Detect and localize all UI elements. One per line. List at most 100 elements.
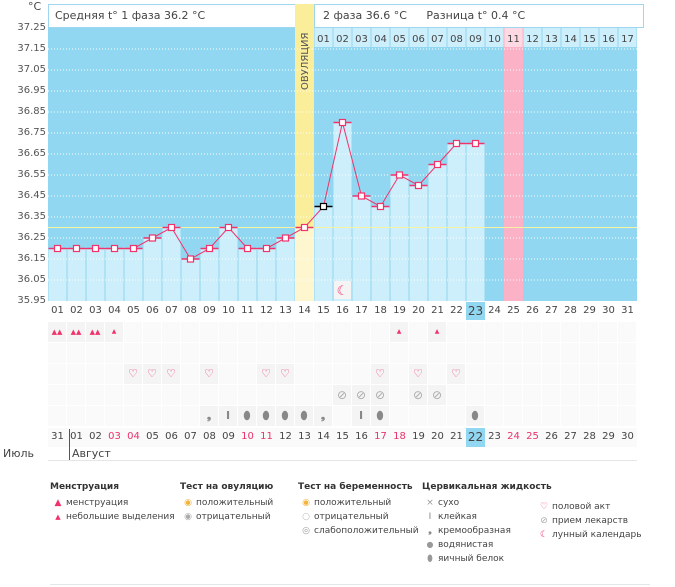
menstruation-cell (352, 322, 370, 342)
menstruation-cell (447, 322, 465, 342)
ovulation-test-cell (86, 343, 104, 363)
egg-white-icon: ⬮ (427, 554, 433, 564)
phase2-day-cell (485, 28, 504, 47)
ovulation-test-cell (295, 343, 313, 363)
calendar-date: 12 (276, 428, 295, 447)
temperature-point (205, 244, 214, 253)
medication-cell (295, 385, 313, 405)
temperature-bar (428, 164, 447, 301)
cycle-day-label: 10 (222, 305, 235, 316)
calendar-date: 25 (523, 428, 542, 447)
temperature-point (433, 160, 442, 169)
cycle-day-label: 15 (317, 305, 330, 316)
phase2-day-label: 06 (412, 34, 425, 45)
egg-icon: ⬮ (238, 406, 256, 426)
menstruation-cell (295, 322, 313, 342)
calendar-date: 07 (181, 428, 200, 447)
medication-cell (219, 385, 237, 405)
y-tick-label: 36.45 (17, 190, 46, 201)
menstruation-cell: ▲ (428, 322, 446, 342)
menstruation-cell (618, 322, 636, 342)
cervical-cell (181, 406, 199, 426)
intercourse-cell (295, 364, 313, 384)
temperature-bar (257, 248, 276, 301)
y-tick-label: 36.25 (17, 232, 46, 243)
intercourse-cell (181, 364, 199, 384)
heart-icon: ♡ (162, 364, 180, 384)
cycle-day-label: 07 (165, 305, 178, 316)
dry-icon: × (426, 498, 434, 508)
intercourse-cell (599, 364, 617, 384)
temperature-point (300, 223, 309, 232)
ovulation-test-cell (390, 343, 408, 363)
cycle-day-label: 08 (184, 305, 197, 316)
calendar-date: 23 (485, 428, 504, 447)
ovulation-test-cell (276, 343, 294, 363)
cervical-cell (428, 406, 446, 426)
month-divider (69, 429, 70, 461)
egg-icon: ⬮ (371, 406, 389, 426)
calendar-date: 16 (352, 428, 371, 447)
phase2-day-label: 17 (621, 34, 634, 45)
moon-cell (334, 281, 351, 299)
cycle-day-label: 28 (564, 305, 577, 316)
medication-cell (143, 385, 161, 405)
ovulation-test-cell (580, 343, 598, 363)
moon-icon: ☾ (337, 284, 349, 299)
phase2-day-cell (504, 28, 523, 47)
cervical-cell (409, 406, 427, 426)
phase2-day-cell (352, 28, 371, 47)
medication-cell (485, 385, 503, 405)
intercourse-cell (523, 364, 541, 384)
y-tick-label: 37.25 (17, 22, 46, 33)
legend-item: прием лекарств (552, 516, 629, 526)
highlight-column (504, 28, 523, 301)
legend-item: небольшие выделения (66, 512, 175, 522)
legend-item: кремообразная (438, 526, 511, 536)
ovulation-label: ОВУЛЯЦИЯ (300, 33, 311, 91)
medication-cell (447, 385, 465, 405)
intercourse-cell (580, 364, 598, 384)
positive-pregnancy-icon: ◉ (302, 498, 310, 508)
cycle-day-label: 31 (621, 305, 634, 316)
cycle-day-label: 30 (602, 305, 615, 316)
intercourse-cell (428, 364, 446, 384)
calendar-date: 17 (371, 428, 390, 447)
legend-item: положительный (196, 498, 274, 508)
phase2-day-label: 14 (564, 34, 577, 45)
heart-icon: ♡ (539, 502, 549, 512)
phase2-day-cell (333, 28, 352, 47)
calendar-date: 26 (542, 428, 561, 447)
menstruation-cell (257, 322, 275, 342)
pill-icon: ⊘ (333, 385, 351, 405)
temperature-point (148, 234, 157, 242)
ovulation-test-cell (485, 343, 503, 363)
cycle-day-label: 05 (127, 305, 140, 316)
temperature-point (357, 192, 366, 200)
cervical-cell (618, 406, 636, 426)
temperature-bar (124, 248, 143, 301)
menstruation-cell (143, 322, 161, 342)
menstruation-cell (219, 322, 237, 342)
ovulation-bar (295, 227, 314, 301)
sticky-icon: I (428, 512, 432, 522)
medication-cell (200, 385, 218, 405)
medication-cell (466, 385, 484, 405)
intercourse-cell (542, 364, 560, 384)
calendar-date: 04 (124, 428, 143, 447)
menstruation-cell: ▲▲ (67, 322, 85, 342)
temperature-point (452, 139, 461, 148)
temperature-bar (219, 227, 238, 301)
temperature-point (414, 181, 423, 190)
ovulation-test-cell (504, 343, 522, 363)
y-tick-label: 36.55 (17, 169, 46, 180)
temperature-point (243, 244, 252, 253)
temperature-point (91, 244, 100, 253)
menstruation-cell (181, 322, 199, 342)
medication-cell (257, 385, 275, 405)
phase2-day-cell (409, 28, 428, 47)
phase2-day-label: 02 (336, 34, 349, 45)
menstruation-cell (485, 322, 503, 342)
legend-item: отрицательный (196, 512, 271, 522)
